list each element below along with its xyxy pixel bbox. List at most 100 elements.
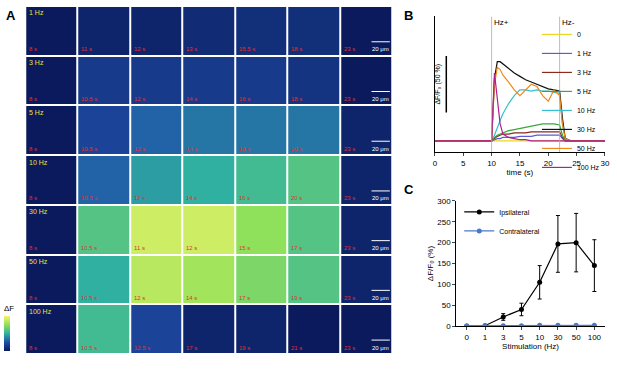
svg-text:5: 5 <box>461 159 466 168</box>
svg-text:8 s: 8 s <box>29 146 37 152</box>
svg-text:8 s: 8 s <box>29 345 37 351</box>
svg-text:23 s: 23 s <box>344 245 355 251</box>
svg-text:23 s: 23 s <box>344 295 355 301</box>
svg-text:10.5 s: 10.5 s <box>81 245 97 251</box>
svg-text:250: 250 <box>437 218 451 227</box>
svg-text:time (s): time (s) <box>507 168 534 177</box>
svg-text:100: 100 <box>437 280 451 289</box>
svg-text:10 Hz: 10 Hz <box>29 159 48 166</box>
svg-text:150: 150 <box>437 259 451 268</box>
svg-text:14 s: 14 s <box>186 195 197 201</box>
svg-text:10: 10 <box>487 159 496 168</box>
svg-text:23 s: 23 s <box>344 195 355 201</box>
svg-text:18 s: 18 s <box>291 96 302 102</box>
svg-text:20 μm: 20 μm <box>372 295 389 301</box>
svg-text:10.5 s: 10.5 s <box>81 195 97 201</box>
svg-text:10.5 s: 10.5 s <box>81 345 97 351</box>
svg-text:3 Hz: 3 Hz <box>577 69 592 76</box>
svg-text:3: 3 <box>501 333 506 342</box>
svg-text:100: 100 <box>588 333 602 342</box>
svg-text:18 s: 18 s <box>291 46 302 52</box>
svg-text:10: 10 <box>535 333 544 342</box>
svg-text:10.5 s: 10.5 s <box>81 146 97 152</box>
svg-text:0: 0 <box>577 31 581 38</box>
svg-text:23 s: 23 s <box>344 345 355 351</box>
svg-text:12 s: 12 s <box>134 295 145 301</box>
svg-text:19 s: 19 s <box>239 345 250 351</box>
svg-text:100 Hz: 100 Hz <box>577 164 600 171</box>
svg-text:20 μm: 20 μm <box>372 195 389 201</box>
svg-text:23 s: 23 s <box>344 96 355 102</box>
svg-text:19 s: 19 s <box>291 295 302 301</box>
svg-text:16 s: 16 s <box>239 195 250 201</box>
svg-text:20 μm: 20 μm <box>372 46 389 52</box>
svg-text:Stimulation (Hz): Stimulation (Hz) <box>502 342 559 351</box>
svg-text:3 Hz: 3 Hz <box>29 59 44 66</box>
svg-text:30: 30 <box>553 333 562 342</box>
svg-text:30: 30 <box>600 159 609 168</box>
svg-text:23 s: 23 s <box>344 146 355 152</box>
svg-text:1 Hz: 1 Hz <box>29 9 44 16</box>
svg-text:12 s: 12 s <box>134 195 145 201</box>
svg-text:14 s: 14 s <box>186 96 197 102</box>
svg-text:17 s: 17 s <box>186 345 197 351</box>
svg-text:Contralateral: Contralateral <box>499 228 540 235</box>
svg-text:5 Hz: 5 Hz <box>29 109 44 116</box>
svg-text:15: 15 <box>515 159 524 168</box>
svg-text:12 s: 12 s <box>186 245 197 251</box>
svg-text:ΔF/F₀ (50 %): ΔF/F₀ (50 %) <box>434 64 442 105</box>
svg-text:11 s: 11 s <box>134 245 145 251</box>
svg-text:12 s: 12 s <box>134 46 145 52</box>
svg-text:14 s: 14 s <box>186 146 197 152</box>
svg-text:15.5 s: 15.5 s <box>239 46 255 52</box>
svg-text:200: 200 <box>437 238 451 247</box>
svg-text:0: 0 <box>446 322 451 331</box>
svg-text:12.5 s: 12.5 s <box>134 345 150 351</box>
svg-text:0: 0 <box>433 159 438 168</box>
svg-text:13 s: 13 s <box>186 46 197 52</box>
svg-text:10 Hz: 10 Hz <box>577 107 596 114</box>
svg-text:300: 300 <box>437 197 451 206</box>
svg-text:ΔF: ΔF <box>4 304 14 313</box>
svg-text:50: 50 <box>572 333 581 342</box>
svg-text:Ipsilateral: Ipsilateral <box>499 209 529 217</box>
svg-text:16 s: 16 s <box>239 96 250 102</box>
svg-text:23 s: 23 s <box>344 46 355 52</box>
svg-text:A: A <box>6 8 16 23</box>
svg-text:30 Hz: 30 Hz <box>577 126 596 133</box>
svg-text:50 Hz: 50 Hz <box>29 258 48 265</box>
svg-text:5 Hz: 5 Hz <box>577 88 592 95</box>
svg-text:20 s: 20 s <box>291 146 302 152</box>
svg-text:20 μm: 20 μm <box>372 96 389 102</box>
svg-text:8 s: 8 s <box>29 96 37 102</box>
svg-text:8 s: 8 s <box>29 195 37 201</box>
svg-text:11 s: 11 s <box>81 46 92 52</box>
svg-text:30 Hz: 30 Hz <box>29 208 48 215</box>
svg-text:ΔF/F₀ (%): ΔF/F₀ (%) <box>426 246 435 282</box>
svg-text:10.5 s: 10.5 s <box>81 96 97 102</box>
svg-text:1: 1 <box>483 333 488 342</box>
svg-text:18 s: 18 s <box>239 146 250 152</box>
svg-text:1 Hz: 1 Hz <box>577 50 592 57</box>
svg-text:C: C <box>404 182 414 197</box>
svg-text:15 s: 15 s <box>239 245 250 251</box>
svg-text:21 s: 21 s <box>291 345 302 351</box>
svg-text:14 s: 14 s <box>186 295 197 301</box>
svg-text:20 s: 20 s <box>291 195 302 201</box>
svg-text:B: B <box>404 8 413 23</box>
svg-text:17 s: 17 s <box>239 295 250 301</box>
svg-text:5: 5 <box>519 333 524 342</box>
svg-text:Hz-: Hz- <box>562 18 575 27</box>
svg-text:12 s: 12 s <box>134 146 145 152</box>
svg-text:8 s: 8 s <box>29 295 37 301</box>
svg-text:8 s: 8 s <box>29 46 37 52</box>
svg-text:0: 0 <box>465 333 470 342</box>
svg-text:8 s: 8 s <box>29 245 37 251</box>
svg-text:10.5 s: 10.5 s <box>81 295 97 301</box>
svg-text:Hz+: Hz+ <box>494 18 509 27</box>
svg-text:20: 20 <box>544 159 553 168</box>
svg-text:20 μm: 20 μm <box>372 345 389 351</box>
svg-text:100 Hz: 100 Hz <box>29 308 52 315</box>
svg-text:17 s: 17 s <box>291 245 302 251</box>
svg-text:20 μm: 20 μm <box>372 146 389 152</box>
